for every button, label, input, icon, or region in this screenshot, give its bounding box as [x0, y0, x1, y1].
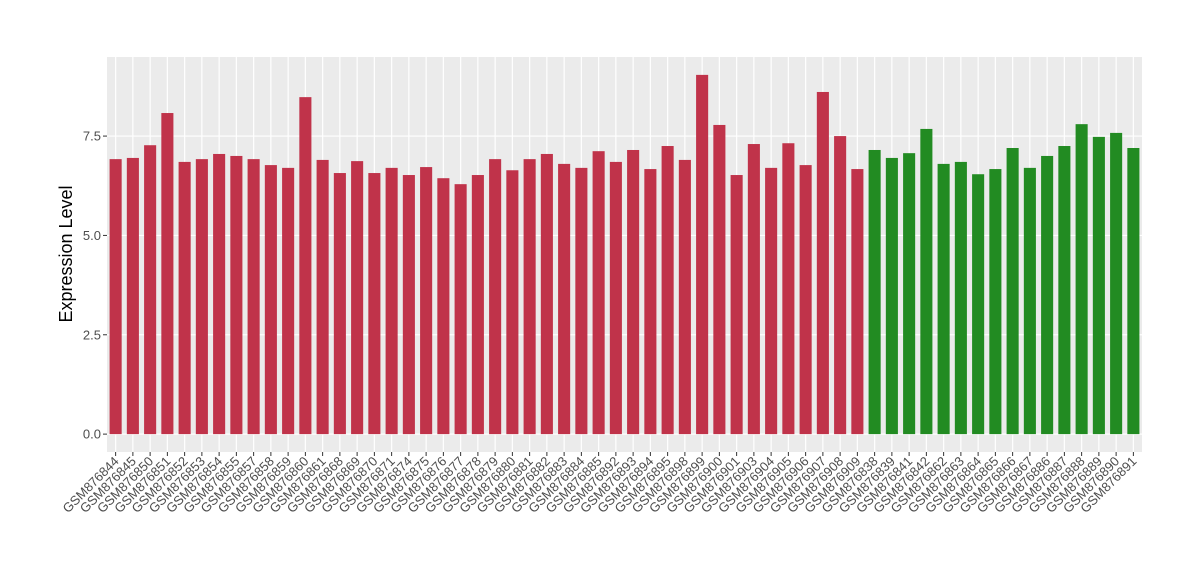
- bar: [627, 149, 640, 435]
- bar: [765, 167, 778, 435]
- bar: [489, 159, 502, 435]
- bar: [1092, 136, 1105, 435]
- bar: [420, 167, 433, 435]
- bar: [730, 175, 743, 435]
- bar: [644, 169, 657, 435]
- bar: [1023, 167, 1036, 435]
- bar: [972, 174, 985, 435]
- bar: [109, 159, 122, 435]
- y-axis-title: Expression Level: [56, 185, 76, 322]
- bar: [678, 159, 691, 435]
- bar: [385, 167, 398, 435]
- bar: [851, 169, 864, 435]
- bar: [264, 165, 277, 435]
- bar: [402, 175, 415, 435]
- bar: [816, 91, 829, 435]
- bar: [299, 97, 312, 435]
- bar: [782, 143, 795, 435]
- bar: [471, 175, 484, 435]
- bar: [1041, 155, 1054, 435]
- bar: [558, 163, 571, 435]
- bar: [713, 124, 726, 435]
- bar: [868, 149, 881, 435]
- bar: [1110, 132, 1123, 435]
- bar: [885, 157, 898, 435]
- bar: [454, 184, 467, 435]
- bar: [437, 178, 450, 435]
- bar: [661, 146, 674, 435]
- bar: [696, 74, 709, 435]
- bar: [1006, 148, 1019, 435]
- bar: [178, 161, 191, 435]
- bar: [368, 173, 381, 435]
- bar: [937, 163, 950, 435]
- bar: [213, 153, 226, 435]
- y-tick-label: 5.0: [83, 228, 101, 243]
- bar: [834, 136, 847, 435]
- bar: [903, 153, 916, 435]
- bar: [1058, 146, 1071, 435]
- bar: [1075, 124, 1088, 435]
- bar: [540, 153, 553, 435]
- y-tick-label: 2.5: [83, 327, 101, 342]
- bar: [161, 113, 174, 435]
- plot-panel: [107, 57, 1142, 452]
- bar: [195, 159, 208, 435]
- y-tick-label: 0.0: [83, 427, 101, 442]
- bar: [247, 159, 260, 435]
- bar: [799, 165, 812, 435]
- bar: [351, 161, 364, 435]
- bar: [747, 144, 760, 435]
- bar: [1127, 148, 1140, 435]
- bar: [230, 155, 243, 435]
- bar: [989, 169, 1002, 435]
- bar: [575, 167, 588, 435]
- bar: [920, 128, 933, 435]
- bar: [592, 151, 605, 435]
- bar: [144, 145, 157, 435]
- bar: [506, 170, 519, 435]
- bar: [126, 157, 139, 435]
- y-tick-label: 7.5: [83, 129, 101, 144]
- bar: [316, 159, 329, 435]
- bar: [954, 161, 967, 435]
- bar: [282, 167, 295, 435]
- bar: [333, 173, 346, 435]
- bar: [609, 161, 622, 435]
- bar: [523, 159, 536, 435]
